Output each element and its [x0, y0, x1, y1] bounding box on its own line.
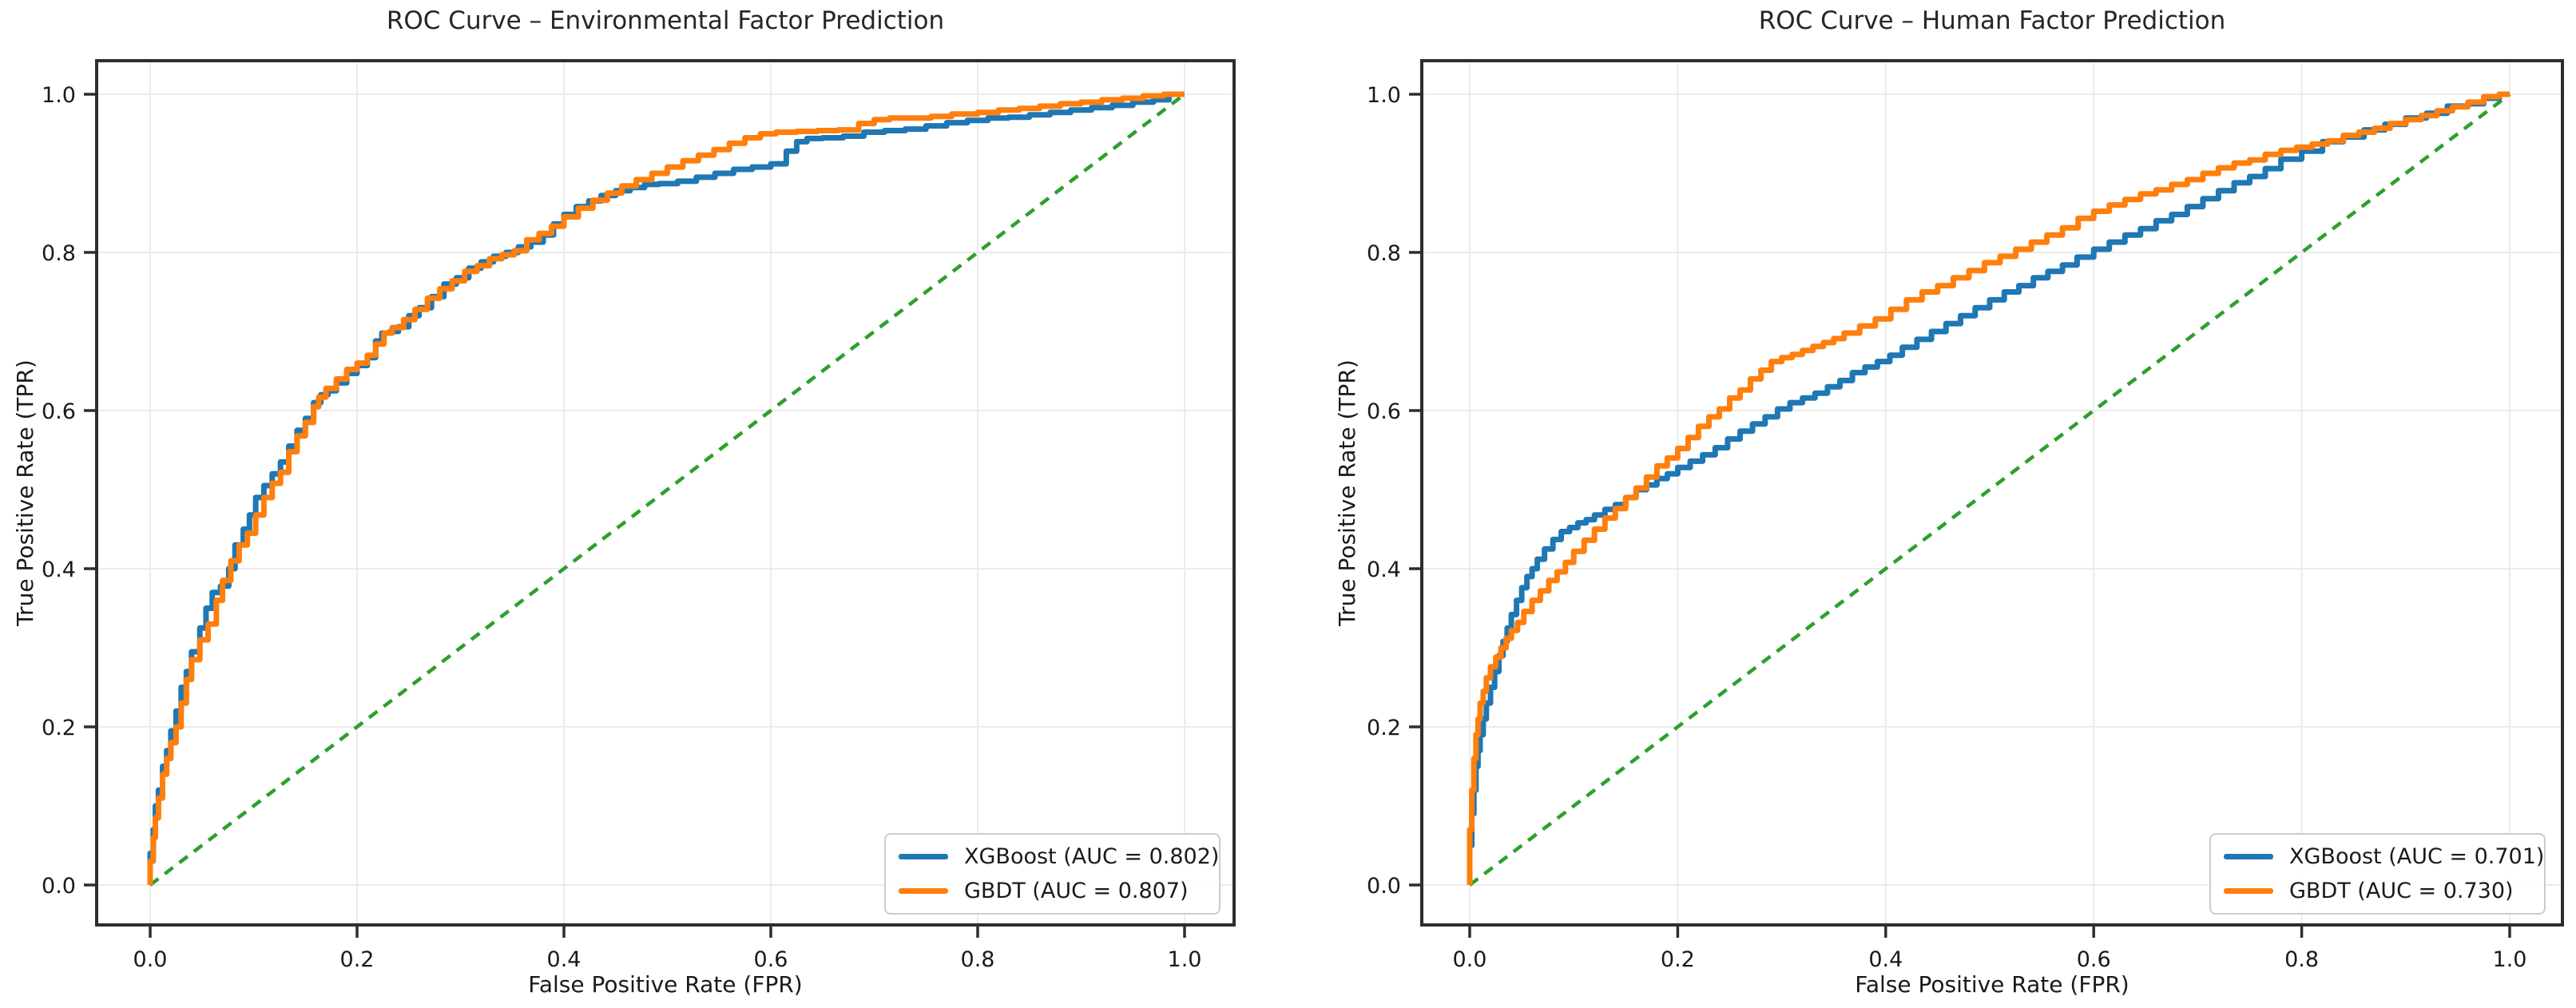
x-tick-label: 0.6	[754, 947, 788, 972]
x-tick-label: 0.0	[133, 947, 168, 972]
gbdt-curve	[147, 91, 1185, 885]
x-tick-label: 0.2	[1661, 947, 1695, 972]
legend-item-xgboost: XGBoost (AUC = 0.802)	[899, 844, 1219, 869]
x-tick-label: 0.0	[1453, 947, 1487, 972]
chart-environmental: 0.0 0.2 0.4 0.6 0.8 1.0 0.0 0.2 0.4 0.6 0.8 1.0 ROC…	[12, 6, 1236, 998]
legend-item-gbdt: GBDT (AUC = 0.807)	[899, 879, 1206, 903]
legend-label: GBDT (AUC = 0.807)	[964, 879, 1189, 903]
legend-label: XGBoost (AUC = 0.802)	[964, 844, 1220, 869]
chart-title-environmental: ROC Curve – Environmental Factor Predict…	[386, 6, 945, 35]
x-tick-label: 0.4	[1868, 947, 1903, 972]
y-tick-label: 0.8	[1367, 241, 1401, 266]
legend-label: GBDT (AUC = 0.730)	[2289, 879, 2514, 903]
y-tick-label: 1.0	[1367, 83, 1401, 108]
y-tick-label: 0.4	[1367, 558, 1401, 582]
x-tick-label: 0.8	[2284, 947, 2319, 972]
y-tick-label: 0.6	[1367, 399, 1401, 424]
y-axis-label: True Positive Rate (TPR)	[1334, 359, 1360, 626]
chance-curve	[149, 93, 1186, 887]
x-tick-label: 1.0	[2493, 947, 2527, 972]
x-tick-label: 0.4	[547, 947, 581, 972]
y-tick-label: 0.2	[42, 716, 76, 740]
plot-border	[95, 59, 1236, 927]
y-tick-label: 0.0	[42, 874, 76, 899]
x-axis-label: False Positive Rate (FPR)	[528, 971, 803, 998]
legend-label: XGBoost (AUC = 0.701)	[2289, 844, 2545, 869]
legend-item-gbdt: GBDT (AUC = 0.730)	[2224, 879, 2531, 903]
chart-title-human: ROC Curve – Human Factor Prediction	[1758, 6, 2226, 35]
x-axis-label: False Positive Rate (FPR)	[1855, 971, 2129, 998]
gbdt-line-swatch	[899, 888, 948, 894]
y-axis-label: True Positive Rate (TPR)	[12, 359, 38, 626]
gbdt-line-swatch	[2224, 888, 2273, 894]
gbdt-curve	[1467, 91, 2510, 885]
y-tick-label: 0.6	[42, 399, 76, 424]
y-tick-label: 0.2	[1367, 716, 1401, 740]
xgboost-line-swatch	[2224, 854, 2273, 859]
roc-plot-environmental: 0.0 0.2 0.4 0.6 0.8 1.0 0.0 0.2 0.4 0.6 0.8 1.0	[42, 59, 1236, 972]
x-tick-label: 0.2	[340, 947, 375, 972]
y-tick-label: 0.4	[42, 558, 76, 582]
xgboost-curve	[1467, 91, 2510, 885]
chance-curve	[1468, 93, 2511, 887]
y-tick-label: 0.0	[1367, 874, 1401, 899]
legend-human: XGBoost (AUC = 0.701) GBDT (AUC = 0.730)	[2209, 833, 2546, 915]
x-tick-label: 0.6	[2077, 947, 2111, 972]
x-tick-label: 0.8	[961, 947, 995, 972]
xgboost-line-swatch	[899, 854, 948, 859]
roc-plot-human: 0.0 0.2 0.4 0.6 0.8 1.0 0.0 0.2 0.4 0.6 0.8 1.0	[1367, 59, 2564, 972]
legend-environmental: XGBoost (AUC = 0.802) GBDT (AUC = 0.807)	[884, 833, 1221, 915]
chart-human: 0.0 0.2 0.4 0.6 0.8 1.0 0.0 0.2 0.4 0.6 0.8 1.0 ROC…	[1288, 0, 2576, 1008]
x-tick-label: 1.0	[1168, 947, 1202, 972]
y-tick-label: 1.0	[42, 83, 76, 108]
legend-item-xgboost: XGBoost (AUC = 0.701)	[2224, 844, 2544, 869]
plot-border	[1420, 59, 2564, 927]
y-tick-label: 0.8	[42, 241, 76, 266]
